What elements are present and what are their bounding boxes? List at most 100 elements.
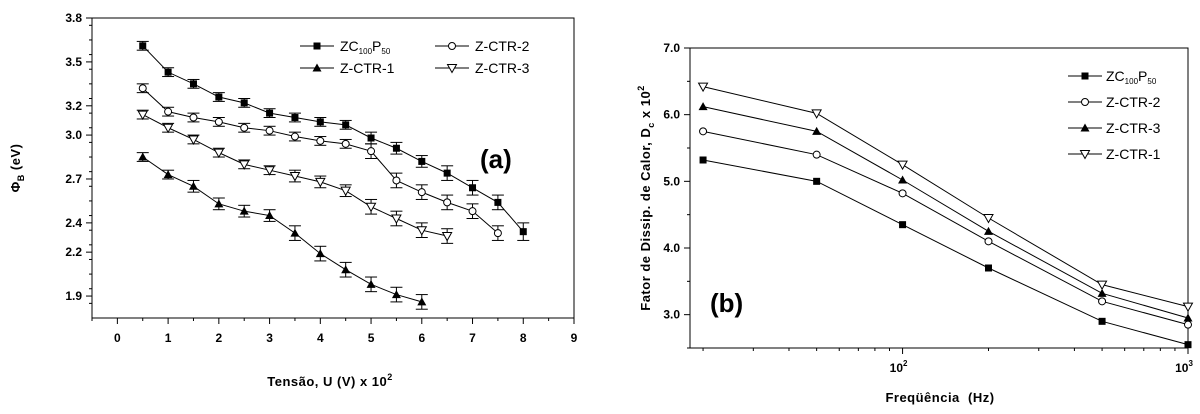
data-point xyxy=(188,181,198,190)
data-point xyxy=(238,160,250,170)
data-point xyxy=(1184,320,1192,329)
series-line xyxy=(142,156,422,303)
data-point xyxy=(813,177,821,185)
data-point xyxy=(342,121,350,129)
data-point xyxy=(1097,288,1107,297)
data-point xyxy=(163,170,173,179)
data-point xyxy=(1098,317,1106,325)
chart-a-x-tick-label: 6 xyxy=(418,331,425,345)
legend-label: Z-CTR-1 xyxy=(1106,146,1161,162)
legend-marker xyxy=(446,64,458,74)
data-point xyxy=(417,297,427,306)
data-point xyxy=(699,127,708,136)
data-point xyxy=(811,109,823,119)
data-point xyxy=(1098,297,1107,306)
legend-marker xyxy=(1080,123,1090,132)
data-point xyxy=(214,117,223,126)
data-point xyxy=(367,134,375,142)
data-point xyxy=(899,221,907,229)
legend-label: ZC100P50 xyxy=(340,38,391,56)
data-point xyxy=(812,150,821,159)
data-point xyxy=(519,228,527,236)
data-point xyxy=(290,132,299,141)
data-point xyxy=(213,148,225,159)
data-point xyxy=(189,113,198,122)
data-point xyxy=(469,184,477,192)
legend-label: Z-CTR-2 xyxy=(1106,94,1161,110)
chart-b-panel-label: (b) xyxy=(710,288,743,318)
chart-b: 102 103 3.0 4.0 5.0 6.0 7.0 ZC100P50 Z-CTR-2 Z-C… xyxy=(636,41,1193,405)
data-point xyxy=(418,157,426,165)
data-point xyxy=(983,226,993,235)
data-point xyxy=(812,126,822,135)
legend-label: ZC100P50 xyxy=(1106,68,1157,86)
chart-b-y-tick-label: 7.0 xyxy=(663,41,680,55)
chart-a-x-tick-label: 8 xyxy=(520,331,527,345)
data-point xyxy=(164,107,173,116)
legend-label: Z-CTR-1 xyxy=(340,60,395,76)
data-point xyxy=(468,207,477,216)
data-point xyxy=(441,232,453,242)
legend-label: Z-CTR-3 xyxy=(475,60,530,76)
data-point xyxy=(697,82,709,93)
chart-a-x-tick-label: 1 xyxy=(165,331,172,345)
data-point xyxy=(897,160,908,171)
data-point xyxy=(340,186,352,197)
data-point xyxy=(341,265,351,274)
data-point xyxy=(264,166,275,176)
data-point xyxy=(392,176,401,185)
chart-a-y-tick-label: 2.4 xyxy=(65,216,82,230)
chart-b-x-tick-label: 103 xyxy=(1175,359,1193,375)
series-line xyxy=(702,106,1189,319)
data-point xyxy=(367,147,376,156)
chart-a-panel-label: (a) xyxy=(480,144,512,174)
data-point xyxy=(392,144,400,152)
data-point xyxy=(416,226,428,236)
data-point xyxy=(316,136,325,145)
data-point xyxy=(391,214,402,225)
chart-b-x-tick-label: 102 xyxy=(890,359,908,375)
chart-a-y-tick-label: 3.8 xyxy=(65,11,82,25)
data-point xyxy=(983,214,994,224)
data-point xyxy=(265,211,275,220)
chart-a-y-tick-label: 3.2 xyxy=(65,99,82,113)
series-line xyxy=(142,87,499,234)
series-line xyxy=(702,159,1189,346)
chart-a-x-tick-label: 9 xyxy=(571,331,578,345)
data-point xyxy=(366,279,376,288)
data-point xyxy=(698,102,708,111)
data-point xyxy=(266,109,274,117)
chart-b-x-axis-label: Freqüência (Hz) xyxy=(885,390,994,405)
data-point xyxy=(291,114,299,122)
chart-a-y-tick-label: 3.0 xyxy=(65,128,82,142)
chart-a: 0 1 2 3 4 5 6 7 8 9 1.9 2.2 2.4 2.7 3.0 3.2 3.5 3.8 ZC100… xyxy=(8,11,578,389)
chart-b-y-tick-label: 3.0 xyxy=(663,308,680,322)
chart-a-y-tick-label: 1.9 xyxy=(65,289,82,303)
legend-marker xyxy=(1081,72,1089,80)
data-point xyxy=(240,123,249,132)
chart-a-y-axis-label: ΦB (eV) xyxy=(8,144,26,193)
data-point xyxy=(138,84,147,93)
chart-a-y-tick-label: 2.2 xyxy=(65,245,82,259)
chart-b-y-tick-label: 4.0 xyxy=(663,241,680,255)
data-point xyxy=(443,198,452,207)
data-point xyxy=(289,172,301,182)
data-point xyxy=(493,229,502,238)
legend-label: Z-CTR-3 xyxy=(1106,120,1161,136)
data-point xyxy=(494,198,502,206)
chart-a-x-tick-label: 7 xyxy=(469,331,476,345)
chart-a-x-tick-label: 3 xyxy=(266,331,273,345)
data-point xyxy=(1184,341,1192,349)
data-point xyxy=(162,123,174,134)
data-point xyxy=(240,99,248,107)
data-point xyxy=(699,156,707,164)
data-point xyxy=(984,237,993,246)
data-point xyxy=(239,206,249,215)
data-point xyxy=(1096,280,1108,291)
data-point xyxy=(365,202,377,213)
chart-a-x-tick-label: 2 xyxy=(215,331,222,345)
data-point xyxy=(898,189,907,198)
series-line xyxy=(702,130,1189,326)
chart-a-x-tick-label: 4 xyxy=(317,331,324,345)
chart-a-y-tick-label: 2.7 xyxy=(65,172,82,186)
